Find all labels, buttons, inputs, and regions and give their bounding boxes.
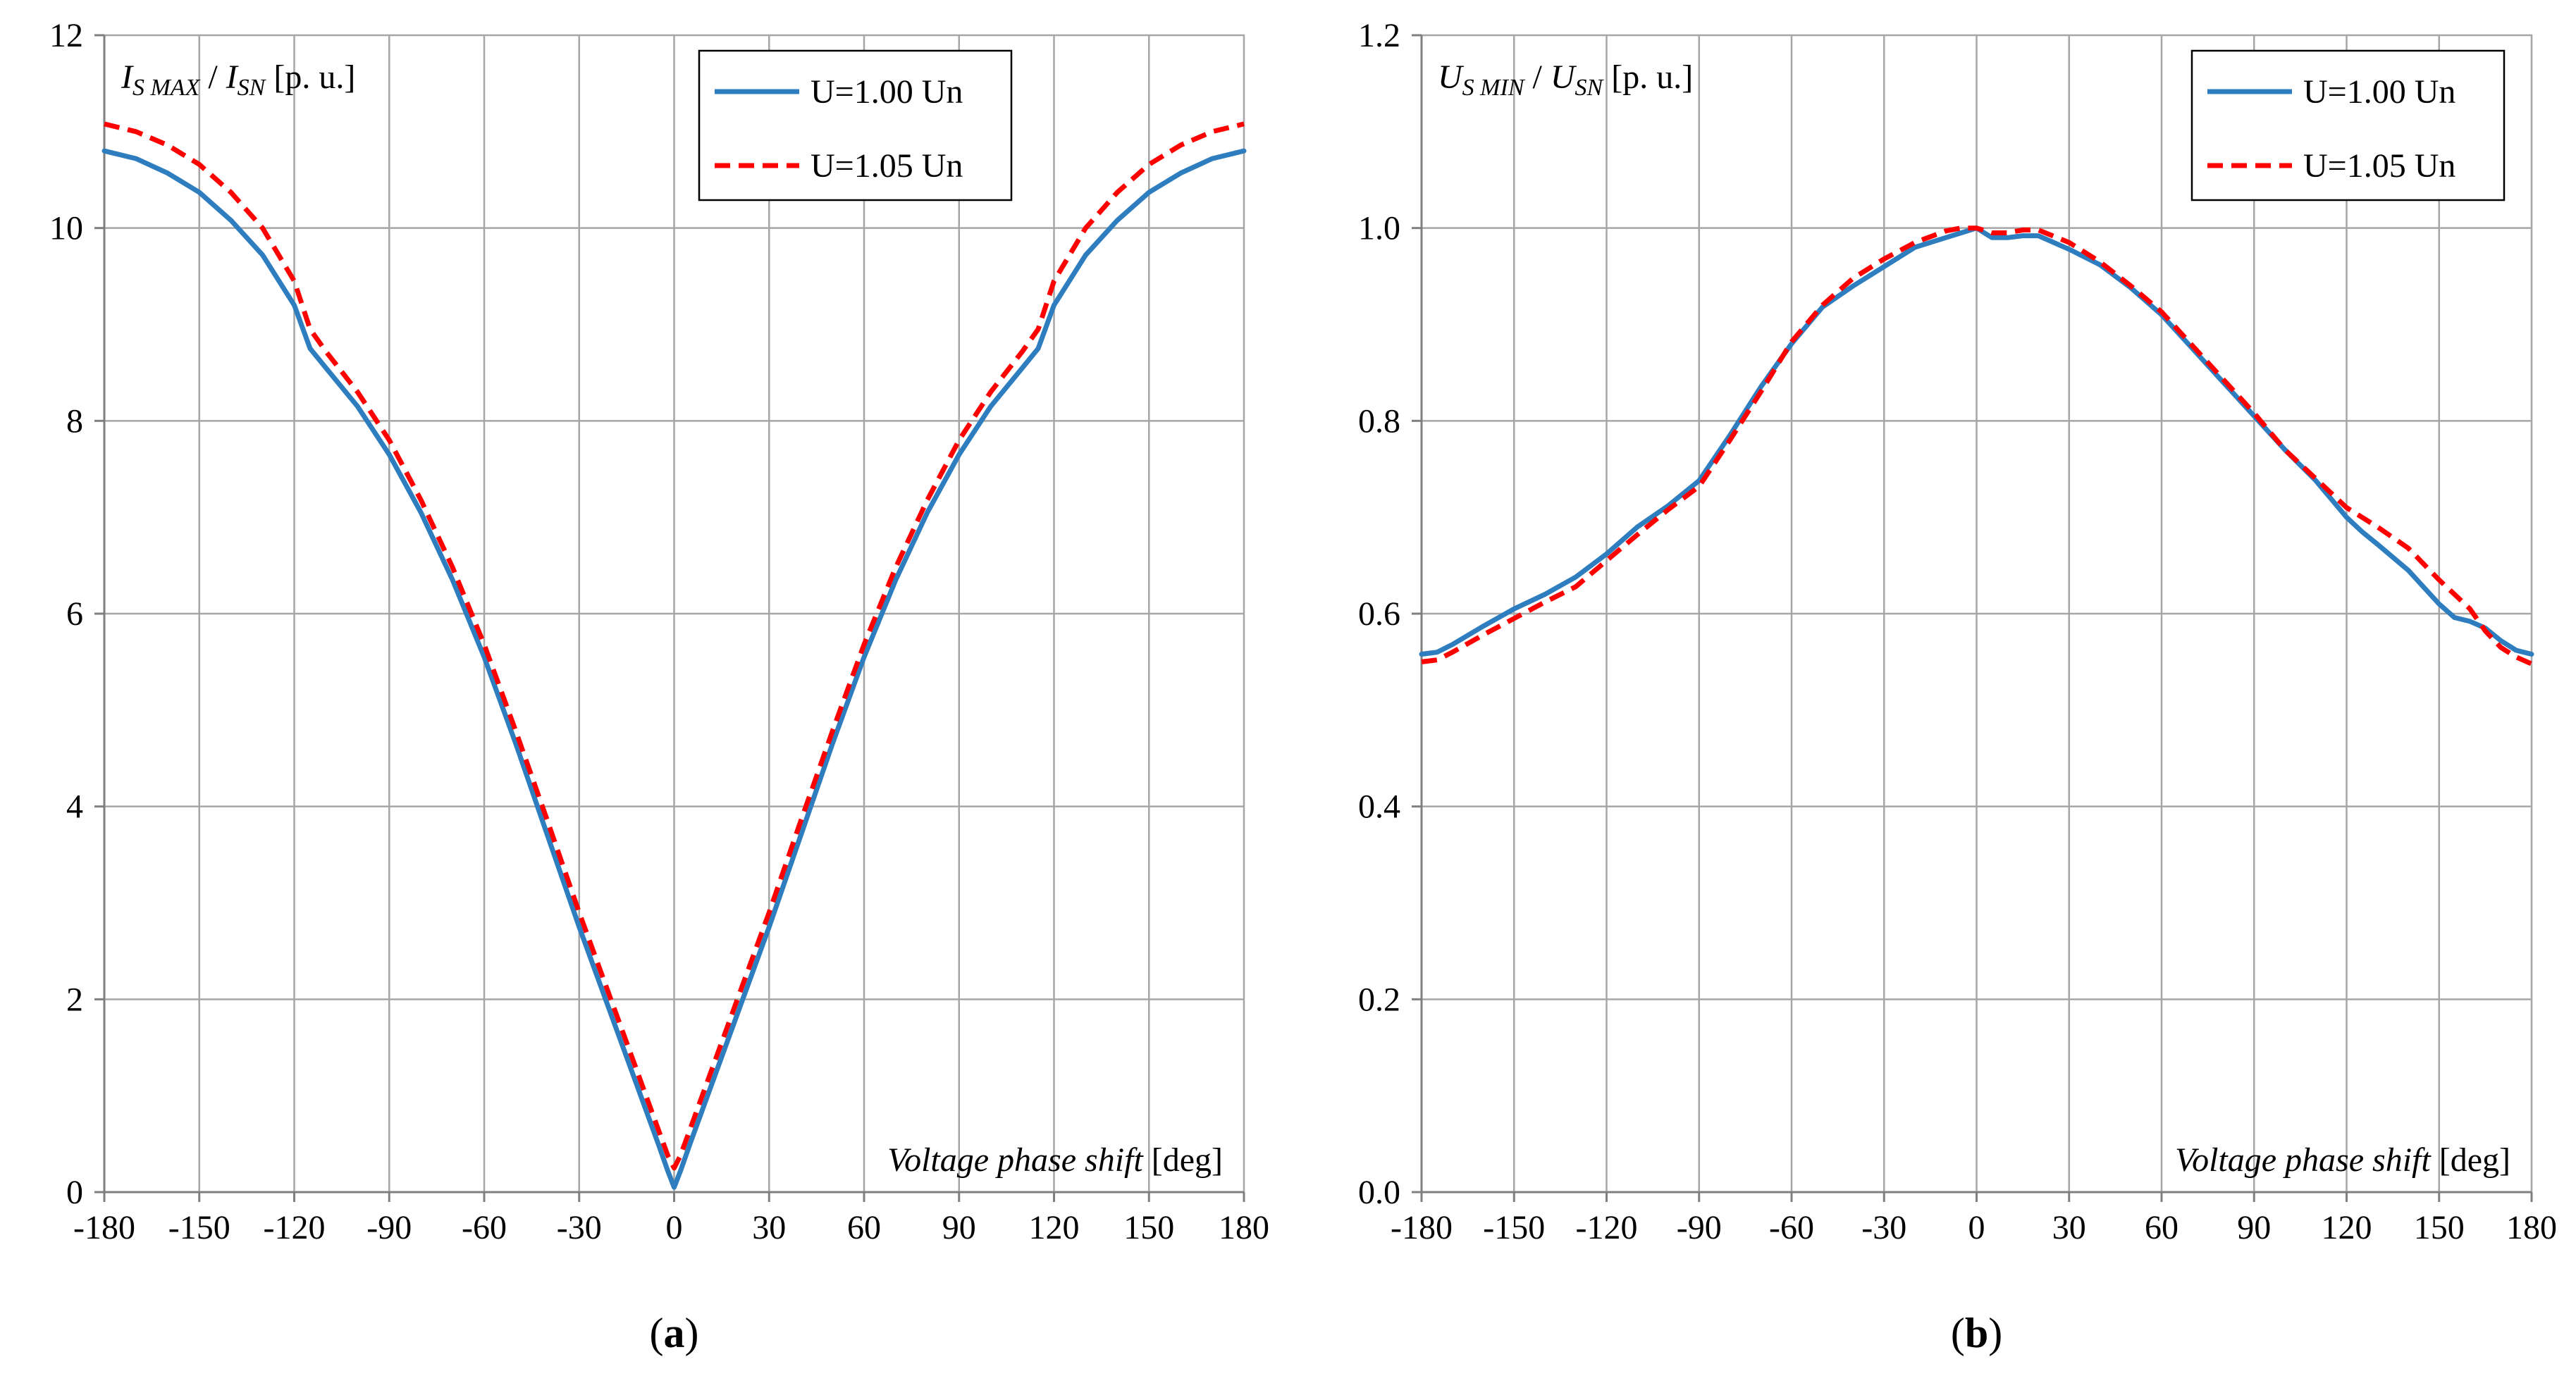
series-line-u100 xyxy=(101,148,1247,1190)
series-line-u105 xyxy=(1421,225,2533,667)
x-tick-label: 30 xyxy=(752,1209,786,1246)
x-tick-label: 60 xyxy=(847,1209,881,1246)
x-tick-label: -30 xyxy=(557,1209,602,1246)
y-tick-label: 4 xyxy=(66,788,83,826)
y-axis-title-part: I xyxy=(121,58,134,96)
y-tick-label: 0.4 xyxy=(1358,788,1400,826)
y-axis-title-part: / xyxy=(1524,58,1551,96)
x-tick-label: -90 xyxy=(1677,1209,1722,1246)
y-tick-label: 8 xyxy=(66,402,83,440)
chart-panel-a: -180 -150 -120 -90 -60 -30 0 30 60 90 120 150 180 0 2 4… xyxy=(49,17,1269,1356)
x-axis-title: Voltage phase shift [deg] xyxy=(2175,1141,2510,1179)
y-tick-label: 0.2 xyxy=(1358,981,1400,1018)
y-axis-title-part: S MAX xyxy=(133,75,201,101)
legend-box xyxy=(698,49,1013,202)
legend-label-u105: U=1.05 Un xyxy=(811,147,963,185)
x-tick-label: 30 xyxy=(2052,1209,2086,1246)
x-axis-title-unit: [deg] xyxy=(2431,1141,2510,1179)
x-axis-title: Voltage phase shift [deg] xyxy=(887,1141,1223,1179)
y-tick-label: 0.0 xyxy=(1358,1174,1400,1211)
x-tick-label: 150 xyxy=(2414,1209,2465,1246)
y-axis-title-part: / xyxy=(199,58,226,96)
y-tick-label: 2 xyxy=(66,981,83,1018)
legend: U=1.00 Un U=1.05 Un xyxy=(698,49,1013,202)
legend-label-u100: U=1.00 Un xyxy=(2303,73,2455,111)
legend-box xyxy=(2190,49,2506,202)
y-tick-label: 1.2 xyxy=(1358,17,1400,54)
panel-caption-open: ( xyxy=(650,1310,664,1356)
panel-caption: (a) xyxy=(650,1310,699,1356)
x-tick-label: 90 xyxy=(942,1209,976,1246)
y-axis-title-part: SN xyxy=(1575,75,1605,101)
panel-caption-open: ( xyxy=(1951,1310,1965,1356)
x-tick-label: 120 xyxy=(2322,1209,2372,1246)
x-tick-label: -90 xyxy=(366,1209,412,1246)
x-tick-label: 150 xyxy=(1123,1209,1174,1246)
y-tick-label: 1.0 xyxy=(1358,210,1400,247)
y-tick-label: 6 xyxy=(66,595,83,633)
x-axis-title-italic: Voltage phase shift xyxy=(887,1141,1144,1179)
x-tick-label: 90 xyxy=(2237,1209,2271,1246)
y-axis-title-part: I xyxy=(226,58,239,96)
legend-label-u105: U=1.05 Un xyxy=(2303,147,2455,185)
y-axis-title-part: [p. u.] xyxy=(1603,58,1693,96)
y-tick-label: 0 xyxy=(66,1174,83,1211)
x-tick-label: -30 xyxy=(1861,1209,1906,1246)
panel-caption-letter: b xyxy=(1965,1310,1988,1356)
y-tick-label: 0.6 xyxy=(1358,595,1400,633)
y-axis-title-part: U xyxy=(1438,58,1465,96)
x-axis-title-unit: [deg] xyxy=(1143,1141,1223,1179)
chart-panel-b: -180 -150 -120 -90 -60 -30 0 30 60 90 120 150 180 0.0… xyxy=(1358,17,2557,1356)
x-tick-label: 60 xyxy=(2145,1209,2178,1246)
x-tick-label: 180 xyxy=(1219,1209,1269,1246)
x-tick-label: -60 xyxy=(462,1209,507,1246)
y-axis-title: IS MAX / ISN [p. u.] xyxy=(121,58,355,101)
series-line-u100 xyxy=(1419,225,2534,657)
y-tick-label: 12 xyxy=(49,17,83,54)
panel-caption-close: ) xyxy=(1988,1310,2002,1356)
y-axis-title-part: SN xyxy=(238,75,267,101)
x-tick-label: -180 xyxy=(73,1209,135,1246)
series-line-u105 xyxy=(104,121,1245,1171)
panel-caption-close: ) xyxy=(685,1310,699,1356)
x-tick-label: -120 xyxy=(264,1209,326,1246)
x-axis-title-italic: Voltage phase shift xyxy=(2175,1141,2432,1179)
x-tick-label: 180 xyxy=(2506,1209,2557,1246)
x-tick-label: 0 xyxy=(1968,1209,1985,1246)
panel-caption-letter: a xyxy=(664,1310,685,1356)
y-axis-title-part: S MIN xyxy=(1462,75,1526,101)
panel-caption: (b) xyxy=(1951,1310,2002,1356)
y-tick-label: 0.8 xyxy=(1358,402,1400,440)
x-tick-label: 120 xyxy=(1029,1209,1080,1246)
y-axis-title: US MIN / USN [p. u.] xyxy=(1438,58,1693,101)
x-tick-label: 0 xyxy=(666,1209,683,1246)
y-axis-title-part: U xyxy=(1551,58,1577,96)
x-tick-label: -180 xyxy=(1391,1209,1453,1246)
x-tick-label: -120 xyxy=(1576,1209,1638,1246)
x-tick-label: -150 xyxy=(1483,1209,1545,1246)
x-tick-label: -60 xyxy=(1769,1209,1814,1246)
x-tick-label: -150 xyxy=(168,1209,230,1246)
y-tick-label: 10 xyxy=(49,210,83,247)
y-axis-title-part: [p. u.] xyxy=(265,58,355,96)
legend-label-u100: U=1.00 Un xyxy=(811,73,963,111)
legend: U=1.00 Un U=1.05 Un xyxy=(2190,49,2506,202)
